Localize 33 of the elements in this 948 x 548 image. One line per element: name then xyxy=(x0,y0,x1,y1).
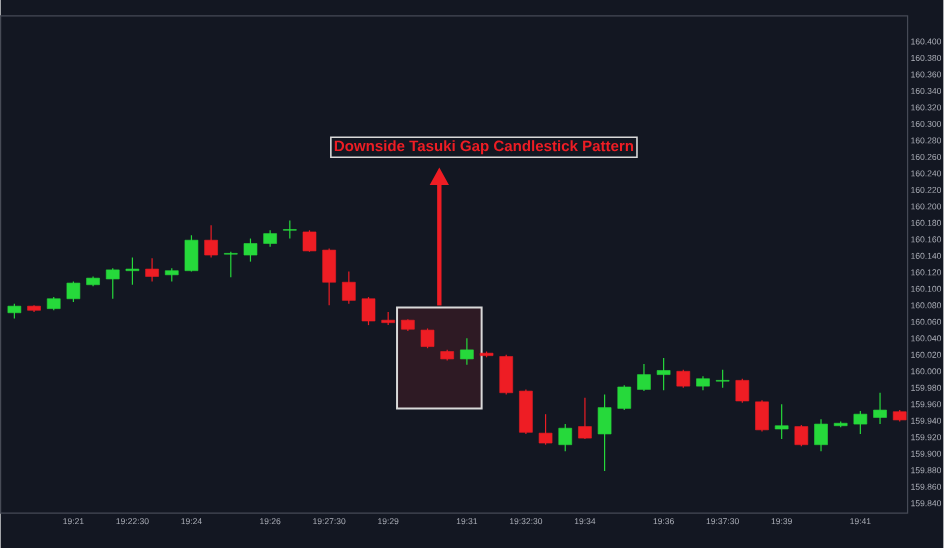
candlestick xyxy=(853,409,868,435)
candlestick xyxy=(755,399,769,432)
candlestick xyxy=(814,418,828,452)
candlestick xyxy=(676,368,691,388)
candlestick xyxy=(774,403,789,440)
candlestick xyxy=(105,267,120,299)
candlestick xyxy=(224,250,238,278)
candlestick xyxy=(460,337,474,365)
candlestick xyxy=(302,229,317,252)
candlestick xyxy=(420,327,435,349)
candlestick xyxy=(342,270,356,304)
candlestick xyxy=(794,423,809,447)
candlestick xyxy=(637,362,651,392)
candlestick xyxy=(361,296,376,326)
candlestick xyxy=(578,396,592,440)
candlestick xyxy=(66,280,81,303)
candlestick xyxy=(184,234,199,272)
candlestick xyxy=(519,388,533,435)
candlestick xyxy=(322,247,336,306)
candlestick xyxy=(499,353,514,395)
candlestick xyxy=(735,377,750,403)
candlestick xyxy=(656,357,671,391)
candlestick xyxy=(125,256,140,285)
candlestick xyxy=(283,219,297,239)
candlestick xyxy=(715,368,730,388)
candlestick xyxy=(558,423,573,452)
candlestick xyxy=(617,384,632,411)
candlestick xyxy=(873,391,887,425)
candlestick xyxy=(145,257,159,282)
candlestick xyxy=(204,224,218,258)
candlestick xyxy=(243,237,258,262)
candlestick xyxy=(538,413,553,445)
candlestick xyxy=(597,393,612,472)
